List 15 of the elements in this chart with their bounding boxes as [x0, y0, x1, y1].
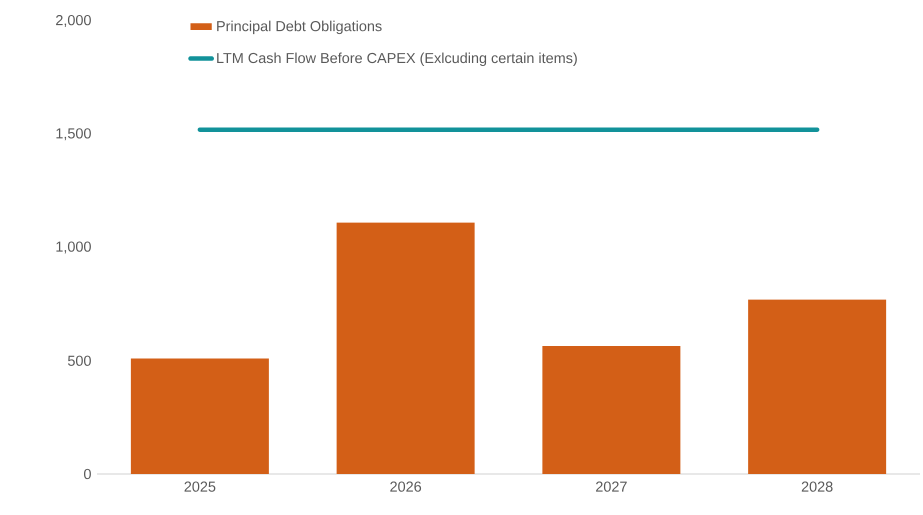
y-tick-label: 0: [84, 468, 91, 480]
x-tick-label: 2026: [390, 482, 422, 492]
bar: [130, 358, 269, 474]
legend-label: LTM Cash Flow Before CAPEX (Exlcuding certain items): [217, 52, 577, 66]
bar: [748, 300, 886, 474]
y-tick-label: 2,000: [56, 15, 91, 27]
legend-label: Principal Debt Obligations: [217, 20, 382, 34]
x-tick-label: 2027: [596, 482, 627, 492]
bar: [542, 346, 680, 474]
y-tick-label: 500: [68, 356, 91, 366]
x-tick-label: 2028: [802, 482, 833, 492]
x-tick-label: 2025: [184, 482, 216, 492]
bar: [336, 222, 475, 474]
y-tick-label: 1,500: [56, 128, 91, 140]
y-tick-label: 1,000: [56, 242, 91, 254]
